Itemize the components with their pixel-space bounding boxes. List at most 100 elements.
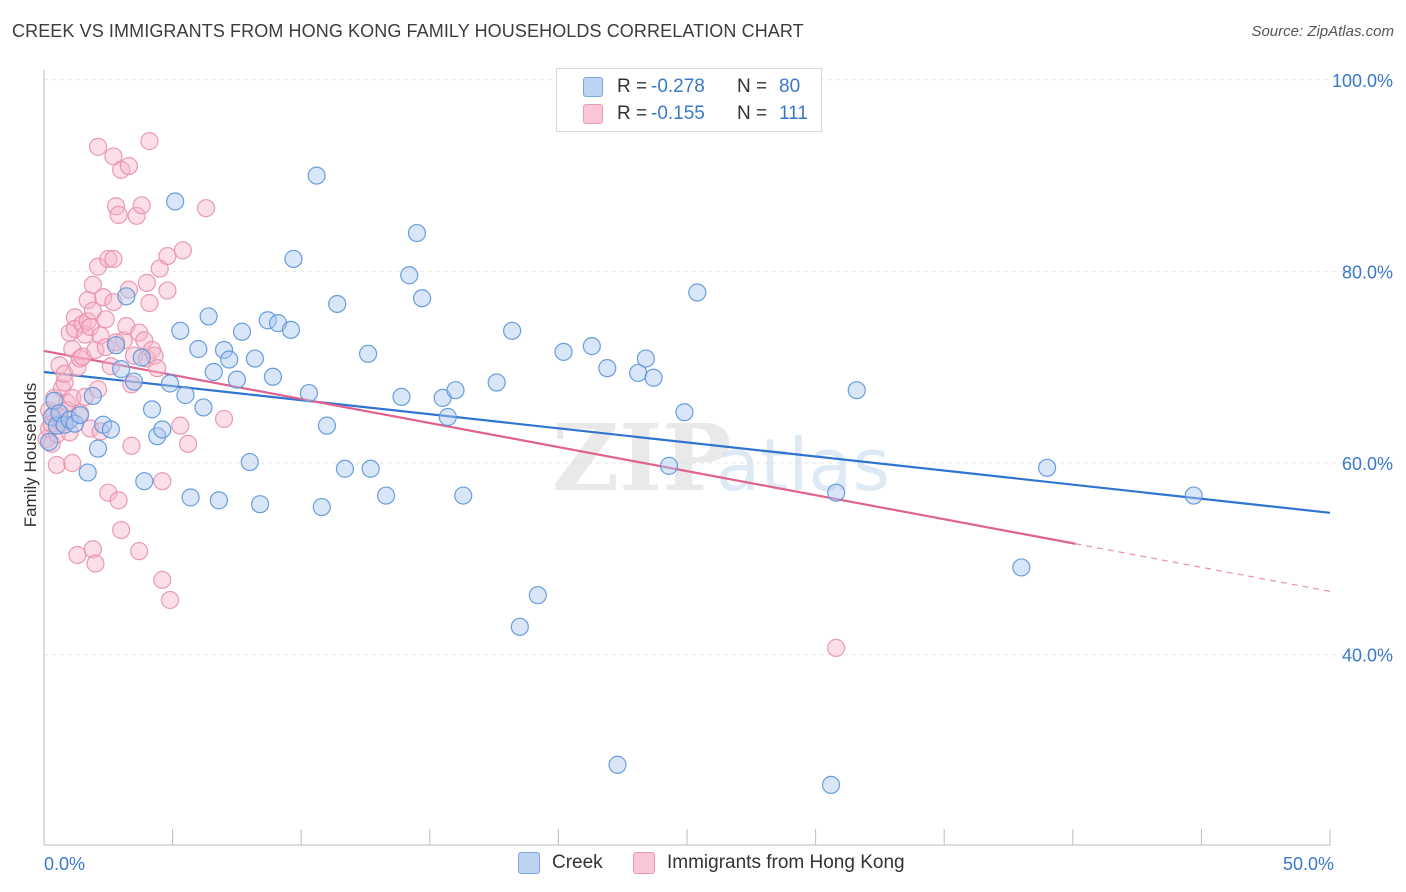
- hong-kong-point-40: [86, 340, 105, 360]
- creek-point-0: [40, 432, 59, 452]
- legend-r-label: R =: [617, 76, 648, 97]
- trend-line-1: [43, 349, 1076, 545]
- watermark: ZIP atlas: [552, 404, 890, 512]
- hong-kong-point-36: [83, 301, 102, 320]
- creek-point-48: [317, 416, 337, 435]
- hong-kong-point-83: [158, 281, 177, 300]
- hong-kong-point-20: [63, 453, 82, 473]
- creek-point-78: [847, 381, 866, 400]
- hong-kong-point-26: [70, 349, 90, 368]
- creek-point-37: [240, 452, 259, 472]
- creek-point-81: [1184, 486, 1203, 505]
- creek-point-56: [407, 223, 427, 243]
- hong-kong-point-58: [109, 491, 128, 510]
- hong-kong-point-37: [83, 540, 102, 559]
- creek-point-18: [132, 348, 151, 367]
- hong-kong-point-63: [119, 156, 138, 176]
- hong-kong-point-68: [127, 206, 146, 225]
- creek-point-39: [250, 495, 270, 514]
- creek-point-15: [112, 360, 131, 379]
- hong-kong-point-43: [88, 137, 108, 156]
- hong-kong-point-82: [153, 472, 172, 491]
- hong-kong-point-44: [91, 326, 110, 345]
- creek-point-28: [189, 339, 208, 359]
- hong-kong-point-90: [214, 409, 234, 429]
- creek-point-52: [361, 459, 380, 478]
- creek-point-13: [101, 420, 120, 439]
- hong-kong-point-60: [112, 520, 131, 540]
- creek-point-79: [1012, 558, 1031, 577]
- creek-point-77: [827, 483, 846, 502]
- creek-point-4: [50, 404, 69, 423]
- hong-kong-point-54: [104, 147, 123, 166]
- legend-r-value: -0.278: [651, 76, 705, 97]
- hong-kong-point-57: [109, 205, 128, 224]
- series-creek: [40, 166, 1203, 794]
- x-tick-label-0: 0.0%: [44, 854, 85, 874]
- creek-point-69: [608, 755, 627, 774]
- hong-kong-point-74: [137, 273, 156, 292]
- creek-point-55: [400, 266, 419, 285]
- series-immigrants-hong-kong: [37, 132, 846, 657]
- creek-point-53: [376, 486, 396, 505]
- trend-lines: [43, 349, 1331, 592]
- creek-point-29: [194, 398, 213, 417]
- creek-point-60: [446, 381, 465, 400]
- legend-n-value: 80: [779, 76, 801, 97]
- creek-point-72: [644, 368, 663, 387]
- legend-swatch-blue: [518, 852, 540, 874]
- creek-point-38: [245, 349, 265, 368]
- hong-kong-point-72: [135, 331, 154, 350]
- x-tick-label-1: 50.0%: [1283, 854, 1334, 874]
- y-tick-label-2: 60.0%: [1342, 454, 1393, 474]
- creek-point-22: [153, 420, 172, 439]
- creek-point-23: [160, 374, 180, 393]
- creek-point-43: [281, 320, 301, 339]
- creek-point-67: [582, 337, 601, 356]
- hong-kong-point-75: [140, 132, 159, 151]
- creek-point-36: [232, 322, 252, 341]
- creek-point-10: [83, 386, 102, 406]
- creek-point-80: [1037, 458, 1057, 477]
- hong-kong-point-38: [83, 275, 102, 294]
- creek-point-17: [124, 372, 144, 391]
- trend-line-0: [43, 370, 1331, 514]
- hong-kong-point-49: [99, 483, 118, 502]
- creek-point-25: [171, 321, 190, 340]
- creek-point-44: [284, 249, 303, 269]
- hong-kong-point-48: [96, 310, 115, 329]
- hong-kong-point-91: [827, 638, 846, 657]
- creek-point-33: [214, 340, 234, 360]
- watermark-zip: ZIP: [552, 404, 731, 512]
- creek-point-20: [142, 400, 162, 419]
- legend-r-label: R =: [617, 103, 648, 124]
- hong-kong-point-25: [68, 545, 87, 565]
- creek-point-26: [176, 385, 195, 405]
- legend-row-hong-kong: R = -0.155 N = 111: [583, 102, 808, 126]
- hong-kong-point-85: [160, 590, 180, 610]
- creek-point-71: [636, 349, 655, 368]
- creek-point-41: [263, 367, 283, 386]
- creek-point-40: [258, 311, 277, 330]
- y-tick-label-1: 80.0%: [1342, 262, 1393, 282]
- legend-n-value: 111: [779, 103, 808, 124]
- legend-r-value: -0.155: [651, 103, 705, 124]
- creek-point-34: [220, 350, 239, 369]
- creek-point-11: [88, 439, 108, 458]
- creek-point-19: [135, 472, 154, 491]
- hong-kong-point-52: [104, 249, 123, 269]
- creek-point-49: [328, 294, 347, 314]
- source-label: Source: ZipAtlas.com: [1251, 23, 1394, 40]
- trend-line-extension-1: [1075, 543, 1331, 592]
- legend-item-hong-kong: Immigrants from Hong Kong: [633, 852, 905, 874]
- y-tick-label-0: 100.0%: [1332, 71, 1393, 91]
- creek-point-47: [312, 497, 331, 517]
- creek-point-16: [117, 287, 136, 306]
- legend-swatch-pink: [633, 852, 655, 874]
- hong-kong-point-84: [158, 246, 177, 266]
- legend-n-label: N =: [737, 103, 768, 124]
- creek-point-35: [227, 370, 246, 389]
- hong-kong-point-65: [122, 436, 141, 455]
- hong-kong-point-81: [153, 570, 172, 589]
